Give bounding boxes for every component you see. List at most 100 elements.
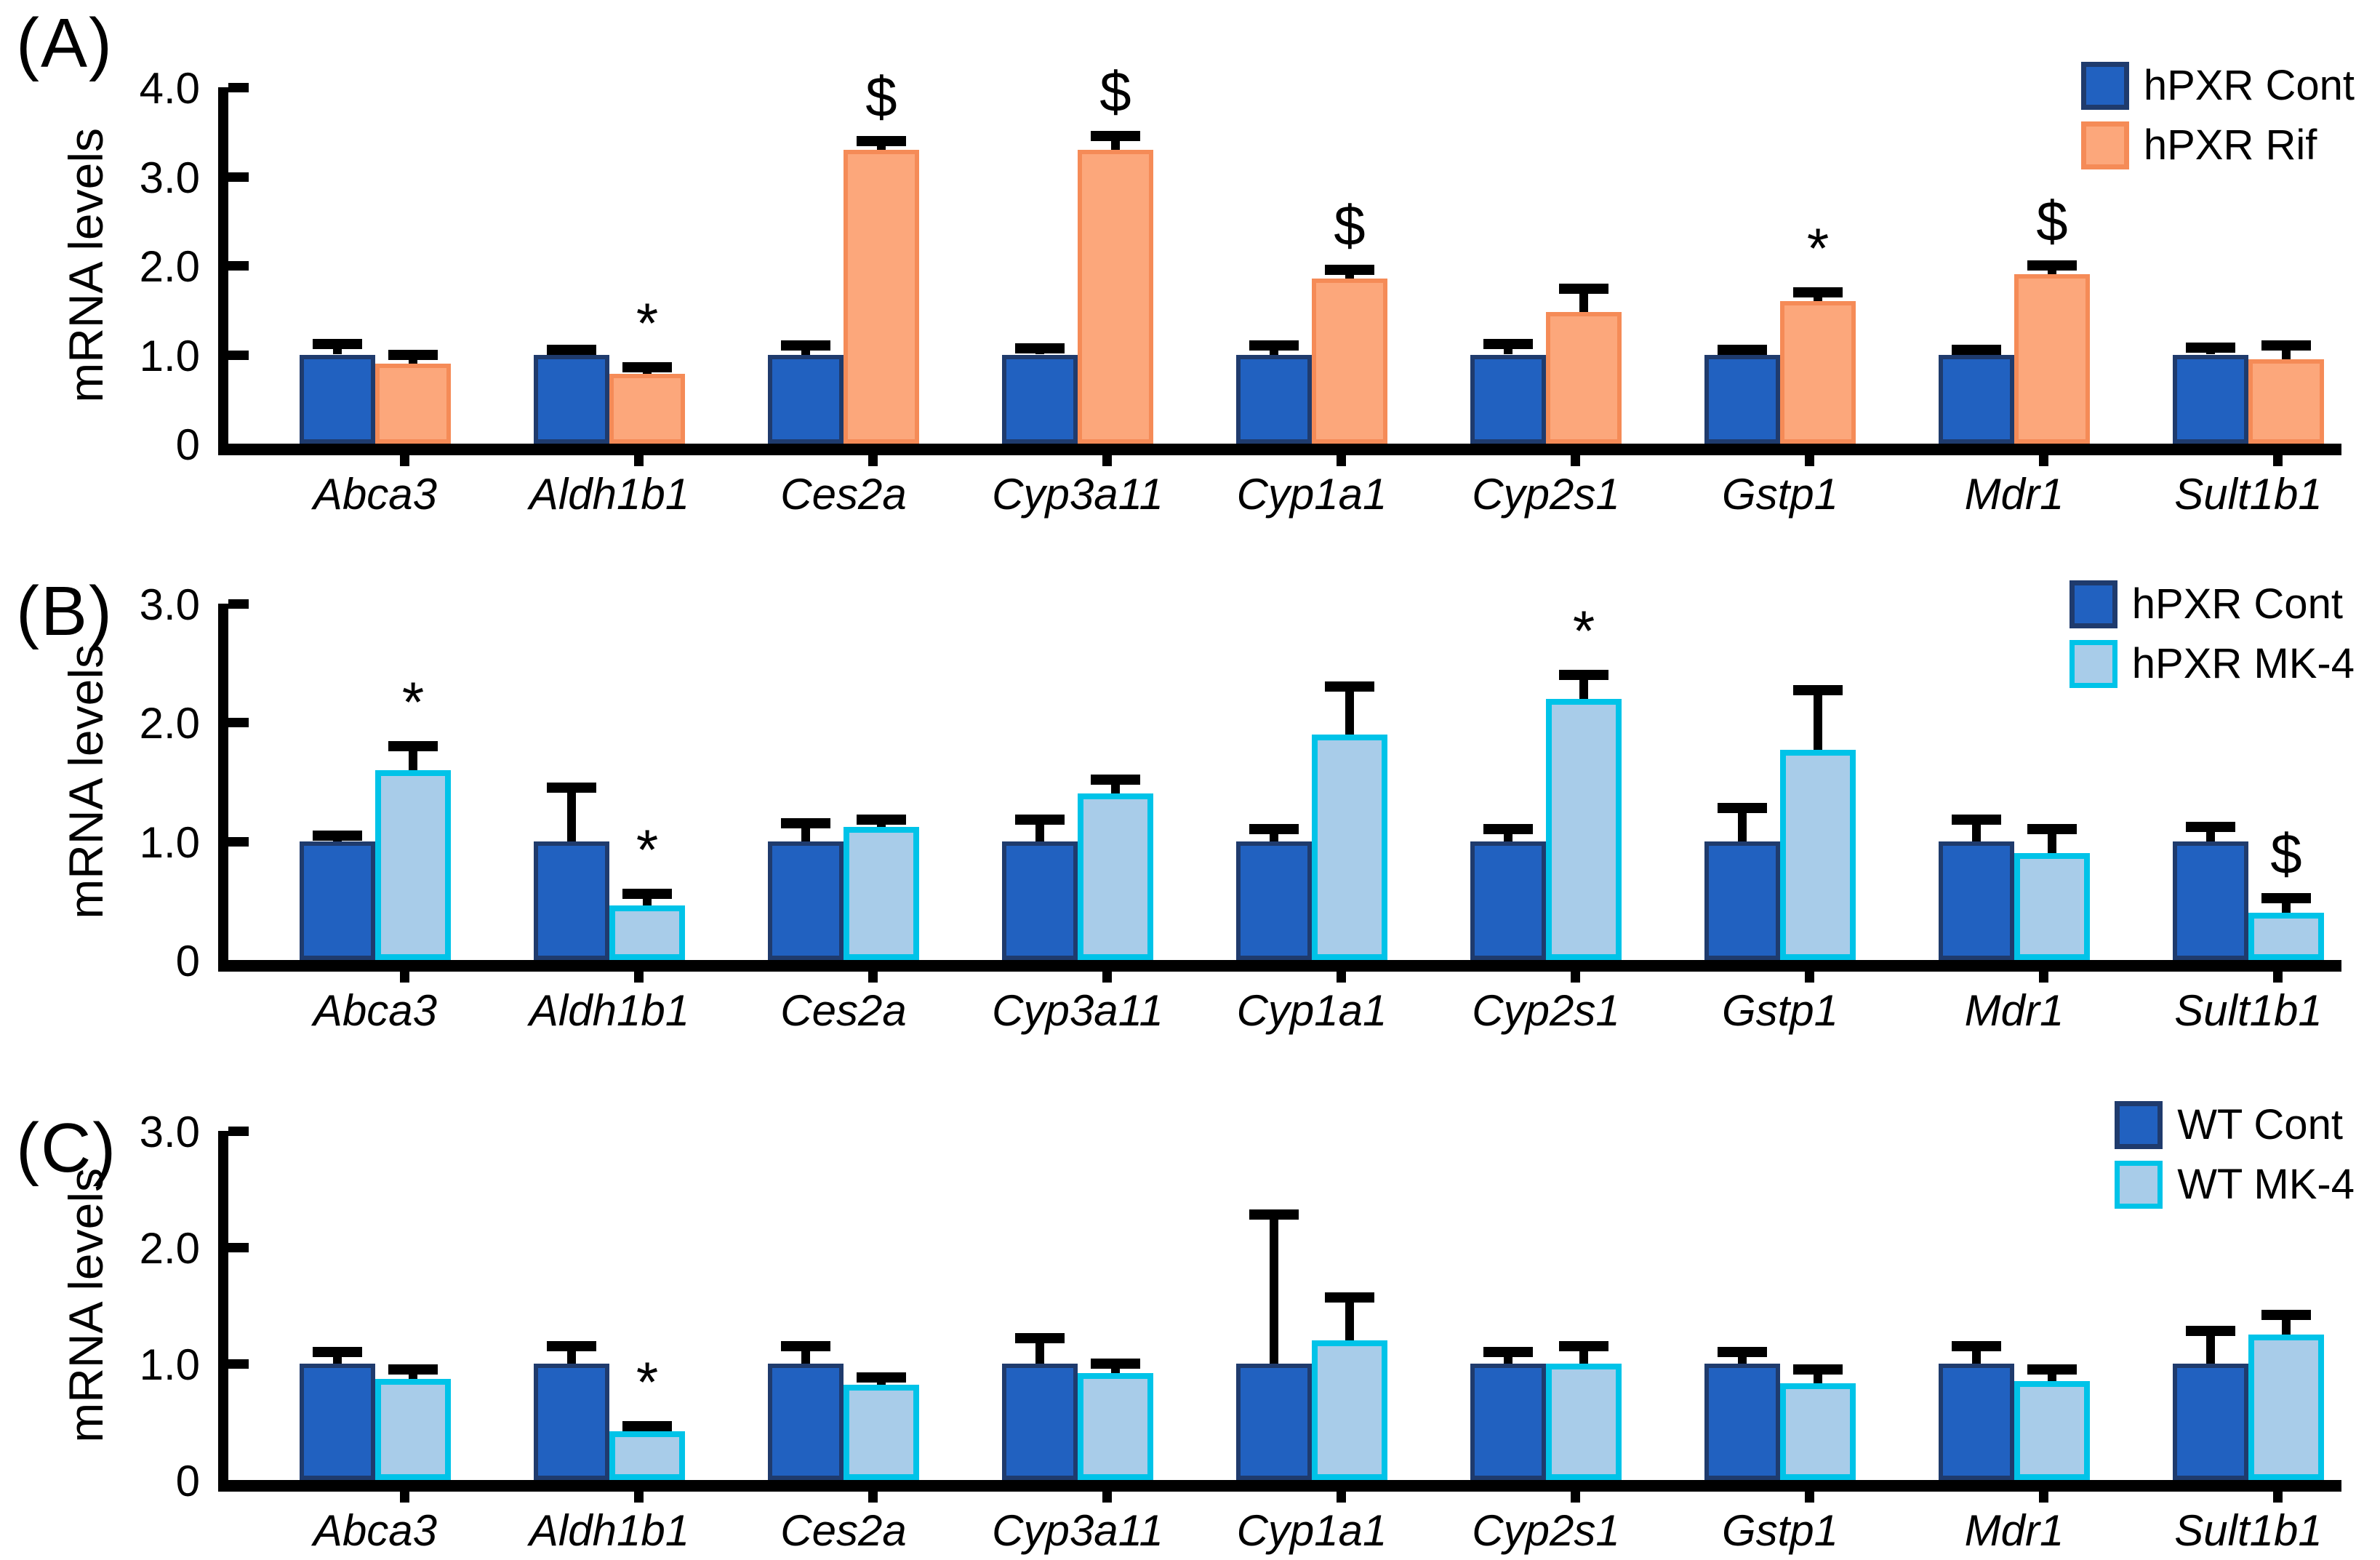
x-tick [1805,455,1814,466]
legend-row-mk4: hPXR MK-4 [2069,640,2355,688]
bar-cont-sult1b1 [2173,354,2248,444]
significance-symbol: $ [2270,822,2302,887]
error-bar-cap [857,1372,906,1383]
error-bar-cap [781,340,830,351]
bar-rif-aldh1b1 [609,374,685,444]
y-tick-label: 3.0 [139,153,200,202]
legend-label-cont: WT Cont [2177,1101,2343,1148]
gene-label: Mdr1 [1964,470,2064,519]
bar-mk4-gstp1 [1780,1383,1856,1480]
bar-cont-cyp1a1 [1236,841,1312,960]
bar-mk4-cyp1a1 [1312,734,1387,960]
gene-label: Gstp1 [1721,470,1839,519]
error-bar-cap [1249,824,1299,835]
error-bar-cap [1483,1347,1533,1357]
gene-label: Aldh1b1 [529,470,690,519]
x-tick [2039,1492,2048,1503]
y-tick-label: 2.0 [139,1224,200,1273]
legend-b: hPXR Cont hPXR MK-4 [2069,580,2355,688]
x-tick [2273,455,2283,466]
gene-label: Cyp2s1 [1472,470,1620,519]
gene-label: Abca3 [313,986,438,1035]
x-tick [1805,972,1814,983]
plot-area-c: 3.0 2.0 1.0 0 Abca3 * Aldh1b1 Ces2a Cyp3a11 Cyp1a… [140,1111,2341,1553]
bar-cont-aldh1b1 [534,1364,609,1480]
y-tick-label: 2.0 [139,242,200,291]
error-bar-cap [2261,893,2311,904]
panel-b-letter: (B) [16,572,113,650]
error-bar-cap [1952,815,2001,825]
bar-rif-mdr1 [2014,274,2090,444]
bar-cont-cyp3a11 [1002,354,1078,444]
bar-mk4-mdr1 [2014,853,2090,960]
bar-rif-ces2a [844,149,919,444]
gene-label: Ces2a [780,470,907,519]
x-tick [2273,972,2283,983]
y-tick [228,172,249,182]
bar-cont-cyp2s1 [1470,354,1546,444]
error-bar-stem [1972,820,1981,841]
gene-label: Cyp3a11 [992,986,1163,1035]
error-bar-cap [388,349,438,360]
legend-c: WT Cont WT MK-4 [2115,1101,2355,1209]
error-bar-cap [1559,283,1608,294]
error-bar-cap [857,135,906,146]
error-bar-cap [2027,260,2077,271]
bar-cont-gstp1 [1704,354,1780,444]
bar-cont-ces2a [768,841,844,960]
error-bar-cap [1091,774,1140,785]
bar-cont-abca3 [300,354,375,444]
bar-cont-cyp3a11 [1002,1364,1078,1480]
error-bar-cap [1325,1292,1374,1303]
y-tick-label: 4.0 [139,64,200,113]
error-bar-cap [547,783,596,793]
error-bar-cap [1559,1341,1608,1351]
x-tick [2273,1492,2283,1503]
error-bar-stem [1270,1215,1278,1364]
bar-mk4-cyp1a1 [1312,1340,1387,1480]
error-bar-stem [1345,1297,1354,1340]
error-bar-cap [547,345,596,356]
gene-label: Aldh1b1 [529,986,690,1035]
legend-swatch-mk4 [2115,1161,2163,1209]
bar-mk4-cyp3a11 [1078,793,1153,960]
error-bar-stem [409,746,417,770]
error-bar-cap [622,888,672,899]
y-tick-label: 0 [175,937,200,985]
gene-label: Gstp1 [1721,986,1839,1035]
y-tick [228,599,249,609]
gene-label: Ces2a [780,986,907,1035]
significance-symbol: * [636,290,659,355]
legend-row-rif: hPXR Rif [2080,121,2355,169]
legend-swatch-cont [2069,580,2117,628]
error-bar-cap [1793,1364,1843,1375]
y-tick-label: 1.0 [139,331,200,380]
error-bar-cap [2027,1364,2077,1375]
error-bar-cap [313,338,362,349]
bar-mk4-mdr1 [2014,1381,2090,1480]
legend-swatch-mk4 [2069,640,2117,688]
y-tick-label: 1.0 [139,1340,200,1389]
y-tick [228,261,249,271]
significance-symbol: $ [1334,193,1366,258]
error-bar-cap [1952,1341,2001,1351]
y-tick [228,718,249,728]
error-bar-cap [1325,265,1374,276]
error-bar-cap [1718,345,1767,356]
y-tick-label: 0 [175,1457,200,1505]
bar-cont-cyp1a1 [1236,1364,1312,1480]
x-tick [1102,972,1112,983]
bar-mk4-ces2a [844,827,919,960]
bar-mk4-sult1b1 [2248,912,2324,960]
x-axis-line [218,960,2341,972]
x-tick [400,1492,409,1503]
error-bar-cap [1559,670,1608,680]
panel-a-letter: (A) [16,4,113,82]
significance-symbol: $ [2036,189,2068,253]
error-bar-cap [1091,131,1140,142]
gene-label: Sult1b1 [2174,986,2323,1035]
legend-label-cont: hPXR Cont [2143,62,2355,109]
significance-symbol: * [636,817,659,881]
gene-label: Ces2a [780,1506,907,1555]
significance-symbol: $ [1099,60,1131,124]
